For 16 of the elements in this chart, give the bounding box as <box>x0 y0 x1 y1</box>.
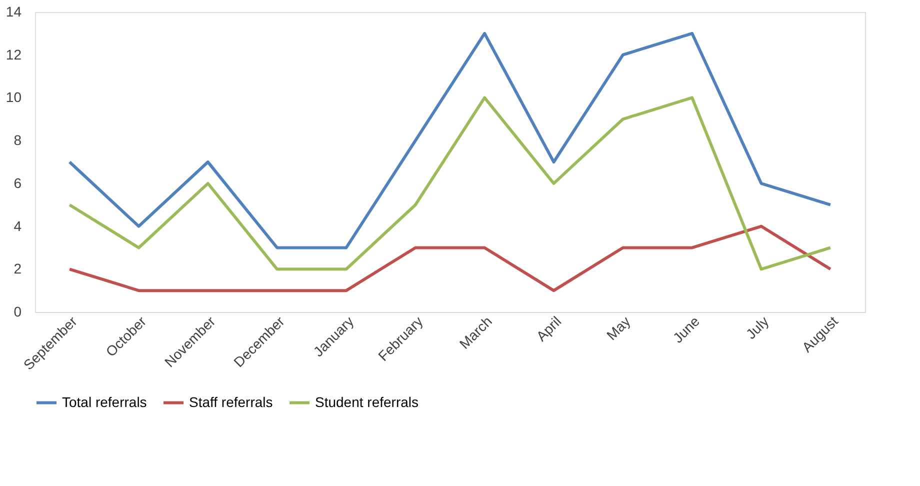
y-tick-label: 14 <box>6 4 22 20</box>
y-tick-label: 2 <box>14 260 22 277</box>
legend-label: Total referrals <box>62 394 147 410</box>
line-series <box>68 32 832 250</box>
y-tick-label: 6 <box>14 174 22 191</box>
y-tick-label: 10 <box>6 89 22 106</box>
legend-label: Student referrals <box>315 394 418 410</box>
y-tick-label: 12 <box>6 46 22 62</box>
x-tick-label: May <box>603 313 634 344</box>
x-tick-label: July <box>742 313 772 342</box>
line-series <box>68 96 832 271</box>
y-tick-label: 8 <box>14 132 22 148</box>
y-tick-label: 0 <box>14 304 22 320</box>
legend-label: Staff referrals <box>189 394 273 410</box>
y-tick-label: 4 <box>14 218 22 234</box>
line-series <box>68 224 832 292</box>
